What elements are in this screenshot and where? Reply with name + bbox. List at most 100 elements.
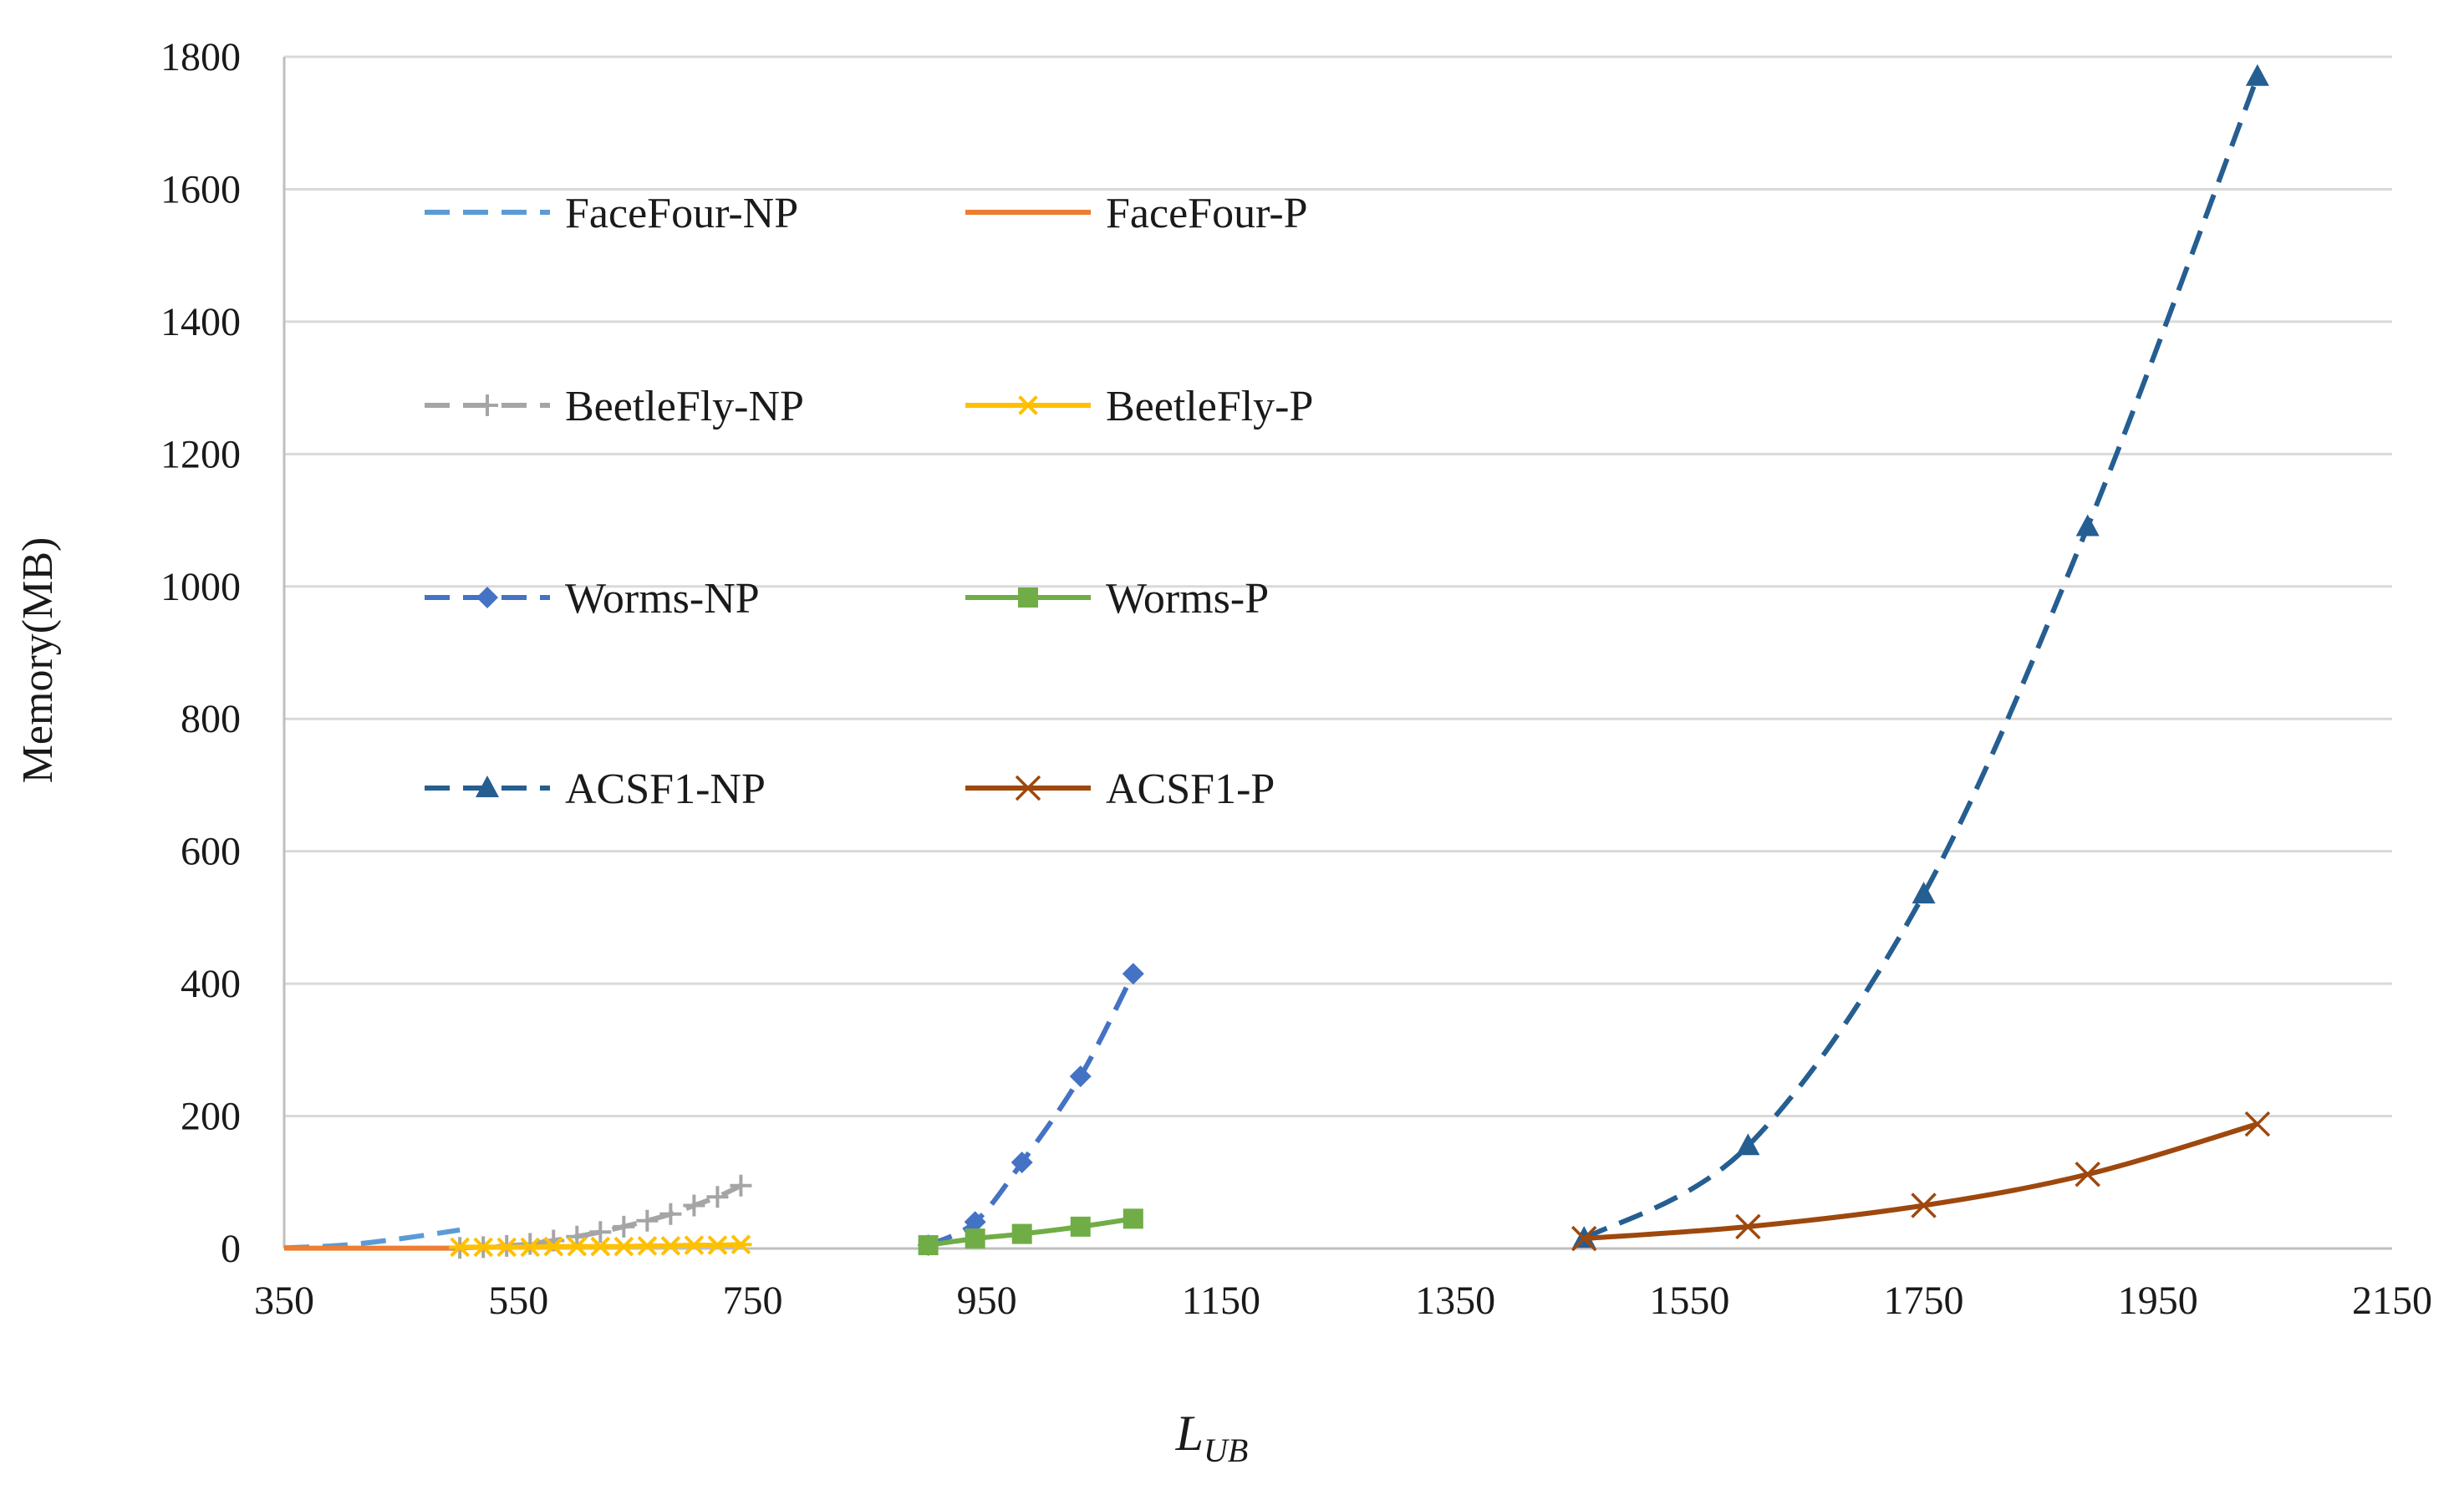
legend-marker-beetlefly-p [1017, 395, 1039, 415]
data-point-worms-np [1069, 1065, 1092, 1088]
data-point-worms-p [1123, 1208, 1143, 1229]
data-point-beetlefly-np [566, 1225, 588, 1248]
data-point-beetlefly-p [706, 1235, 729, 1255]
legend-marker-acsf1-np [476, 776, 499, 797]
y-tick-label: 1000 [160, 565, 241, 609]
legend-label-worms-p: Worms-P [1106, 575, 1269, 623]
legend-label-facefour-p: FaceFour-P [1106, 190, 1308, 237]
legend-label-acsf1-p: ACSF1-P [1106, 765, 1275, 813]
data-point-beetlefly-p [659, 1236, 682, 1256]
series-beetlefly-p [449, 1234, 752, 1258]
legend-item-beetlefly-np: BeetleFly-NP [425, 383, 804, 430]
data-point-acsf1-p [1911, 1193, 1937, 1218]
series-layer [283, 64, 2271, 1259]
legend-item-facefour-np: FaceFour-NP [425, 190, 798, 237]
y-tick-label: 400 [181, 962, 241, 1006]
data-point-beetlefly-np [706, 1186, 729, 1208]
y-tick-label: 800 [181, 697, 241, 741]
legend-item-worms-np: Worms-NP [425, 575, 760, 623]
data-point-acsf1-np [1736, 1133, 1760, 1156]
y-tick-label: 200 [181, 1095, 241, 1139]
data-point-acsf1-np [1912, 882, 1936, 904]
data-point-acsf1-p [1571, 1225, 1597, 1252]
x-tick-label: 1350 [1415, 1279, 1495, 1323]
x-tick-label: 1150 [1182, 1279, 1260, 1323]
legend-label-facefour-np: FaceFour-NP [565, 190, 798, 237]
data-point-beetlefly-p [613, 1236, 635, 1257]
series-line-worms-np [927, 972, 1136, 1248]
data-point-beetlefly-p [589, 1236, 612, 1257]
x-tick-label: 2150 [2352, 1279, 2432, 1323]
series-line-acsf1-np [1582, 75, 2260, 1241]
legend-item-acsf1-np: ACSF1-NP [425, 765, 766, 813]
y-tick-label: 1400 [160, 300, 241, 344]
x-tick-label: 950 [957, 1279, 1017, 1323]
data-point-worms-np [1122, 963, 1144, 985]
data-point-beetlefly-p [730, 1234, 752, 1255]
x-tick-label: 750 [722, 1279, 782, 1323]
data-point-beetlefly-p [449, 1237, 471, 1258]
data-point-beetlefly-np [659, 1203, 682, 1225]
data-point-beetlefly-p [542, 1236, 565, 1257]
y-tick-label: 1800 [160, 35, 241, 79]
legend-item-beetlefly-p: BeetleFly-P [965, 383, 1313, 430]
data-point-acsf1-p [2075, 1162, 2100, 1187]
legend-item-facefour-p: FaceFour-P [965, 190, 1308, 237]
data-point-worms-p [1070, 1216, 1091, 1237]
y-tick-label: 1200 [160, 432, 241, 476]
x-tick-label: 550 [488, 1279, 548, 1323]
legend: FaceFour-NP FaceFour-P BeetleFly-NP BeetleF… [425, 190, 1313, 813]
data-point-worms-p [918, 1235, 939, 1256]
series-worms-np [917, 963, 1144, 1257]
data-point-beetlefly-p [519, 1237, 542, 1258]
series-worms-p [918, 1208, 1143, 1256]
legend-item-acsf1-p: ACSF1-P [965, 765, 1275, 813]
legend-marker-beetlefly-np [476, 394, 498, 416]
x-axis-title-subscript: UB [1204, 1432, 1248, 1469]
data-point-beetlefly-p [566, 1236, 588, 1257]
series-line-acsf1-p [1584, 1121, 2258, 1242]
x-tick-label: 1550 [1649, 1279, 1729, 1323]
axes: 0 200 400 600 800 1000 1200 1400 1600 1800 350 550 7… [160, 35, 2432, 1323]
series-acsf1-p [1571, 1111, 2271, 1252]
y-tick-label: 1600 [160, 167, 241, 211]
data-point-acsf1-np [2075, 514, 2100, 537]
data-point-beetlefly-np [519, 1233, 542, 1255]
legend-item-worms-p: Worms-P [965, 575, 1269, 623]
legend-marker-worms-np [476, 587, 498, 608]
legend-marker-acsf1-p [1015, 775, 1041, 801]
x-tick-label: 1950 [2118, 1279, 2198, 1323]
data-point-worms-p [965, 1228, 985, 1249]
y-axis-title: Memory(MB) [14, 537, 62, 784]
data-point-acsf1-p [2244, 1111, 2271, 1137]
y-tick-label: 0 [221, 1227, 241, 1271]
data-point-acsf1-p [1735, 1213, 1761, 1240]
series-line-facefour-np [283, 1227, 461, 1251]
legend-marker-worms-p [1018, 587, 1038, 608]
data-point-beetlefly-p [472, 1237, 495, 1258]
data-point-beetlefly-p [636, 1236, 659, 1256]
data-point-beetlefly-np [589, 1221, 612, 1243]
grid-lines [284, 55, 2392, 1118]
legend-label-acsf1-np: ACSF1-NP [565, 765, 766, 813]
series-facefour-np [283, 1227, 461, 1251]
data-point-beetlefly-np [683, 1194, 705, 1217]
data-point-beetlefly-p [496, 1237, 518, 1258]
data-point-acsf1-np [2245, 64, 2269, 86]
data-point-beetlefly-np [730, 1174, 752, 1197]
data-point-worms-np [964, 1211, 986, 1233]
y-tick-label: 600 [181, 830, 241, 874]
data-point-worms-np [1011, 1152, 1033, 1174]
x-tick-label: 350 [254, 1279, 314, 1323]
x-axis-title-main: L [1175, 1406, 1204, 1461]
legend-label-beetlefly-np: BeetleFly-NP [565, 383, 804, 430]
data-point-worms-p [1011, 1223, 1032, 1244]
series-acsf1-np [1572, 64, 2269, 1249]
data-point-beetlefly-p [683, 1235, 705, 1255]
legend-label-beetlefly-p: BeetleFly-P [1106, 383, 1313, 430]
data-point-beetlefly-np [636, 1209, 659, 1232]
x-axis-title: LUB [1175, 1406, 1249, 1469]
x-tick-label: 1750 [1884, 1279, 1964, 1323]
data-point-beetlefly-np [613, 1215, 635, 1238]
